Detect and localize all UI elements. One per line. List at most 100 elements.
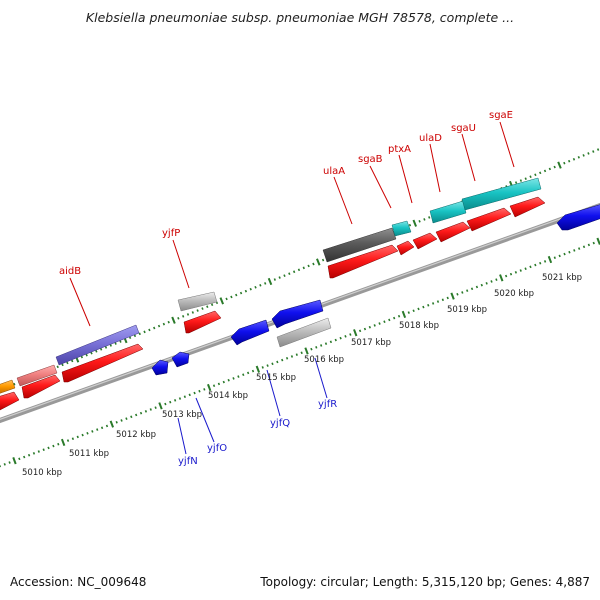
gene-label-yjfN[interactable]: yjfN [178, 456, 198, 467]
minor-tick [167, 320, 170, 324]
minor-tick [548, 167, 552, 171]
minor-tick [244, 289, 248, 293]
upper-tick-track [0, 148, 600, 392]
minor-tick [249, 287, 252, 291]
minor-tick [285, 356, 289, 360]
minor-tick [446, 296, 449, 300]
inner-forward-genes [0, 196, 546, 411]
minor-tick [157, 324, 161, 328]
gene-label-sgaU[interactable]: sgaU [451, 123, 476, 134]
minor-tick [563, 161, 566, 165]
minor-tick [23, 455, 26, 459]
minor-tick [295, 353, 298, 356]
minor-tick [193, 391, 196, 395]
minor-tick [119, 340, 122, 343]
minor-tick [524, 267, 527, 271]
gene-sgaU-sgaE [461, 177, 542, 211]
minor-tick [130, 415, 133, 419]
minor-tick [148, 328, 151, 332]
minor-tick [339, 336, 342, 340]
minor-tick [315, 346, 318, 349]
minor-tick [143, 330, 146, 334]
minor-tick [18, 457, 21, 461]
minor-tick [239, 291, 243, 295]
major-tick [255, 365, 261, 373]
minor-tick [177, 316, 180, 320]
major-tick [304, 347, 309, 355]
minor-tick [368, 325, 371, 329]
minor-tick [485, 282, 488, 285]
major-tick [158, 402, 163, 410]
gene-label-yjfR[interactable]: yjfR [318, 399, 337, 410]
minor-tick [3, 463, 6, 466]
minor-tick [183, 395, 186, 399]
gene-label-ulaA[interactable]: ulaA [323, 166, 345, 177]
minor-tick [578, 247, 581, 250]
map-title: Klebsiella pneumoniae subsp. pneumoniae … [85, 10, 515, 25]
kbp-label: 5015 kbp [256, 373, 296, 383]
minor-tick [57, 442, 60, 446]
gene-label-sgaB[interactable]: sgaB [358, 154, 383, 165]
gene-label-ptxA[interactable]: ptxA [388, 144, 411, 155]
major-tick [267, 277, 273, 286]
minor-tick [133, 334, 137, 338]
minor-tick [138, 332, 141, 336]
minor-tick [423, 218, 426, 221]
topology-summary: Topology: circular; Length: 5,315,120 bp… [260, 575, 590, 589]
minor-tick [52, 444, 55, 448]
gene-label-sgaE[interactable]: sgaE [489, 110, 513, 121]
minor-tick [283, 274, 286, 277]
minor-tick [461, 291, 464, 294]
minor-tick [261, 366, 264, 369]
minor-tick [539, 261, 542, 265]
leader-lines [69, 121, 515, 455]
kbp-label: 5020 kbp [494, 289, 534, 299]
minor-tick [139, 411, 143, 415]
minor-tick [297, 268, 301, 272]
minor-tick [553, 165, 556, 169]
major-tick [316, 258, 321, 266]
minor-tick [173, 399, 177, 402]
minor-tick [428, 216, 431, 219]
minor-tick [568, 250, 571, 254]
gene-yjfR [271, 299, 324, 329]
minor-tick [466, 289, 469, 292]
minor-tick [563, 252, 566, 256]
minor-tick [169, 400, 172, 404]
minor-tick [32, 452, 36, 455]
minor-tick [504, 274, 508, 278]
minor-tick [431, 302, 435, 305]
minor-tick [573, 249, 576, 252]
minor-tick [378, 322, 381, 325]
minor-tick [125, 417, 128, 420]
gene-label-aidB[interactable]: aidB [59, 266, 81, 277]
gene-yjfO [171, 351, 190, 368]
minor-tick [587, 243, 591, 247]
minor-tick [312, 262, 315, 266]
minor-tick [514, 271, 518, 274]
gene-label-yjfO[interactable]: yjfO [207, 443, 227, 454]
outer-forward-genes [0, 177, 542, 394]
minor-tick [534, 173, 537, 177]
kbp-label: 5012 kbp [116, 430, 156, 440]
gene-label-yjfP[interactable]: yjfP [162, 228, 180, 239]
minor-tick [104, 346, 108, 349]
minor-tick [271, 362, 274, 366]
minor-tick [553, 256, 556, 260]
minor-tick [259, 284, 262, 287]
gene-label-ulaD[interactable]: ulaD [419, 133, 442, 144]
minor-tick [115, 420, 118, 424]
gene-yjfP-gray [177, 291, 218, 312]
minor-tick [80, 355, 83, 359]
minor-tick [164, 402, 167, 406]
minor-tick [344, 335, 347, 338]
kbp-label: 5017 kbp [351, 338, 391, 348]
minor-tick [81, 433, 84, 437]
minor-tick [76, 435, 79, 439]
minor-tick [71, 437, 75, 441]
minor-tick [99, 348, 103, 351]
minor-tick [162, 322, 166, 326]
gene-label-yjfQ[interactable]: yjfQ [270, 418, 290, 429]
major-tick [353, 329, 358, 337]
